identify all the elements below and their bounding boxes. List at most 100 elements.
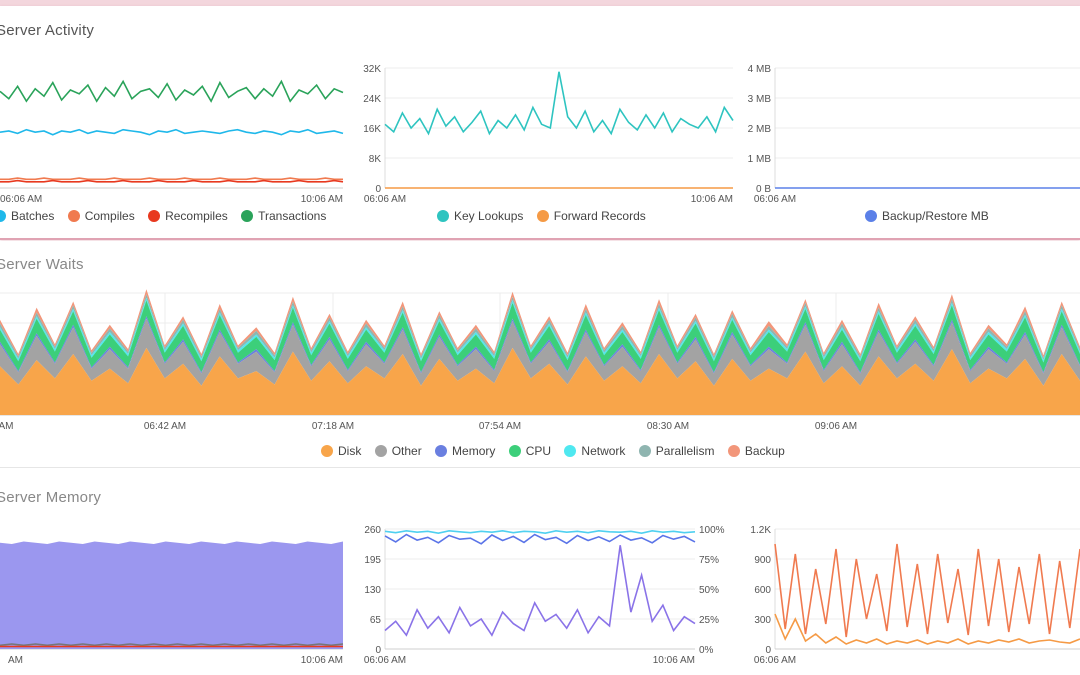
y-tick-label: 32K [363,64,381,75]
x-tick-label: 09:06 AM [815,421,857,432]
legend-label: Backup/Restore MB [882,209,989,223]
x-tick-label: 06:42 AM [144,421,186,432]
y2-tick-label: 100% [699,525,725,536]
x-tick-label: 10:06 AM [653,655,695,666]
area-series [0,541,343,649]
legend-dot [67,210,80,222]
activity-chart-3[interactable]: 4 MB 3 MB 2 MB 1 MB 0 B06:06 AM [735,6,1080,238]
activity-chart-1[interactable]: 06:06 AM 10:06 AM [0,6,360,238]
legend-item[interactable]: Other [374,444,422,458]
legend-item[interactable]: Backup [727,444,785,458]
legend-dot [148,210,161,222]
y-tick-label: 900 [754,555,771,566]
legend-label: Disk [338,444,362,458]
legend-item[interactable]: Compiles [67,209,135,223]
y2-tick-label: 75% [699,555,719,566]
server-memory-panel: Server Memory AM 10:06 AM 260 195 130 65 0 100… [0,474,1080,675]
y2-tick-label: 50% [699,585,719,596]
panel-title: Server Activity [0,22,95,39]
legend-item[interactable]: Disk [321,444,361,458]
legend-label: Compiles [84,209,135,223]
legend-dot [241,210,254,222]
line-series [774,543,1080,638]
area-series-cpu [0,300,1080,373]
line-series [0,643,344,647]
y-tick-label: 0 [375,184,381,195]
legend-label: Batches [11,209,55,223]
legend-label: Memory [452,444,496,458]
x-tick-label: 07:54 AM [479,421,521,432]
waits-legend: Disk Other Memory CPU Network Parallelis… [321,444,795,460]
legend-dot [638,445,651,457]
area-series-disk [0,347,1080,415]
x-tick-label: AM [0,421,14,432]
legend-label: CPU [525,444,552,458]
legend-item[interactable]: Network [564,444,625,458]
line-series [0,177,343,181]
legend-dot [321,445,333,457]
legend-item[interactable]: Transactions [241,209,326,223]
activity-chart-2[interactable]: 32K 24K 16K 8K 006:06 AM 10:06 AM [355,6,735,238]
y-tick-label: 260 [364,525,381,536]
legend-dot [727,445,740,457]
x-tick-label: 06:06 AM [364,194,406,205]
legend-item[interactable]: Memory [435,444,495,458]
legend-label: Network [581,444,626,458]
y-tick-label: 195 [364,555,381,566]
legend-item[interactable]: Parallelism [638,444,715,458]
legend-item[interactable]: Recompiles [148,209,228,223]
area-series-parallelism [0,294,1080,361]
legend-dot [374,445,387,457]
legend-item[interactable]: Key Lookups [437,209,523,223]
line-series [774,613,1080,645]
legend-dot [0,210,6,222]
x-tick-label: 10:06 AM [301,655,343,666]
y-tick-label: 24K [363,94,381,105]
y2-tick-label: 25% [699,615,719,626]
y-tick-label: 4 MB [748,64,772,75]
memory-chart-2[interactable]: 260 195 130 65 0 100% 75% 50% 25% 0% 06:06 AM 10:06… [355,474,735,675]
line-series [0,79,344,103]
server-waits-panel: Server Waits AM 06:42 AM 07:18 AM 07:54 AM 0… [0,241,1080,468]
panel-title: Server Memory [0,489,102,506]
legend-dot [564,445,577,457]
x-tick-label: 10:06 AM [301,194,343,205]
legend-dot [508,445,521,457]
memory-chart-3[interactable]: 1.2K 900 600 300 006:06 AM [735,474,1080,675]
waits-chart[interactable]: AM 06:42 AM 07:18 AM 07:54 AM 08:30 AM 09:06 … [0,241,1080,467]
legend-label: Parallelism [655,444,715,458]
legend-label: Other [391,444,422,458]
x-tick-label: 08:30 AM [647,421,689,432]
memory-chart-1[interactable]: AM 10:06 AM [0,474,360,675]
line-series [0,128,344,136]
legend-dot [865,210,877,222]
x-tick-label: AM [8,655,23,666]
server-activity-panel: Server Activity 06:06 AM 10:06 AM Batches… [0,6,1080,240]
legend-item[interactable]: Batches [0,209,54,223]
activity-legend-1: Batches Compiles Recompiles Transactions [0,209,336,225]
y-tick-label: 3 MB [748,94,772,105]
area-series-network [0,297,1080,363]
legend-item[interactable]: CPU [508,444,552,458]
legend-label: Recompiles [165,209,228,223]
x-tick-label: 06:06 AM [0,194,42,205]
legend-dot [435,445,448,457]
legend-label: Forward Records [553,209,646,223]
activity-legend-3: Backup/Restore MB [865,209,999,225]
legend-dot [536,210,549,222]
line-series [384,529,696,535]
legend-item[interactable]: Backup/Restore MB [865,209,989,223]
y-tick-label: 130 [364,585,381,596]
x-tick-label: 06:06 AM [754,194,796,205]
legend-label: Backup [744,444,785,458]
legend-item[interactable]: Forward Records [536,209,646,223]
y-tick-label: 8K [369,154,382,165]
y-tick-label: 1 MB [748,154,772,165]
area-series-backup [0,289,1080,358]
y-tick-label: 65 [370,615,382,626]
x-tick-label: 10:06 AM [691,194,733,205]
area-series-memory [0,316,1080,374]
y-tick-label: 0 [765,645,771,656]
y-tick-label: 600 [754,585,771,596]
x-tick-label: 06:06 AM [754,655,796,666]
